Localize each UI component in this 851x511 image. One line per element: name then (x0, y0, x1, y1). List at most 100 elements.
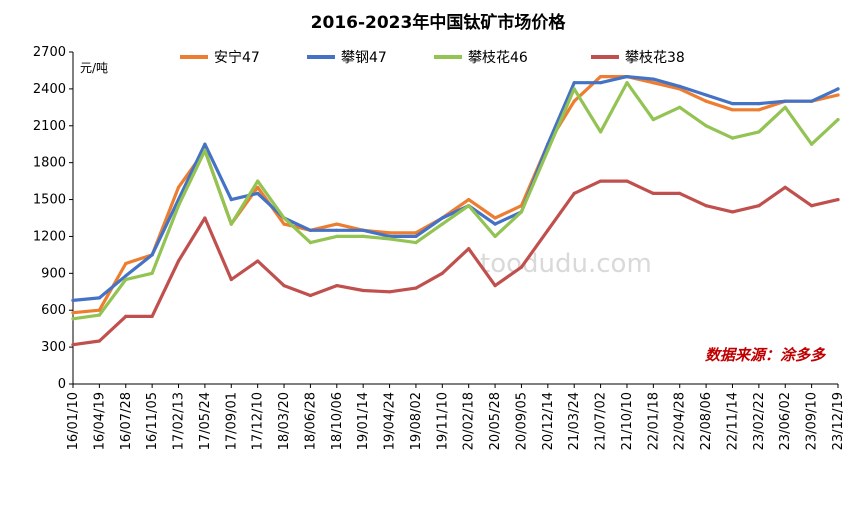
data-point (757, 204, 761, 208)
data-point (678, 191, 682, 195)
data-point (467, 204, 471, 208)
data-point (97, 313, 101, 317)
data-point (71, 343, 75, 347)
x-tick-label: 22/04/28 (673, 392, 688, 450)
data-point (97, 308, 101, 312)
data-point (414, 234, 418, 238)
x-tick-label: 22/11/14 (725, 392, 740, 450)
data-point (730, 210, 735, 214)
data-point (388, 237, 392, 241)
y-tick-label: 2700 (33, 45, 66, 60)
data-point (335, 284, 339, 288)
x-tick-label: 18/06/28 (303, 392, 318, 450)
y-tick-label: 1500 (33, 193, 66, 208)
series-lines (71, 74, 840, 347)
x-tick-label: 16/07/28 (119, 392, 134, 450)
data-point (572, 87, 576, 91)
legend-label: 安宁47 (214, 49, 260, 66)
data-point (651, 118, 655, 122)
x-tick-label: 17/02/13 (172, 392, 187, 450)
data-point (256, 179, 260, 183)
series-line-1 (71, 74, 840, 315)
y-tick-label: 600 (41, 303, 66, 318)
x-tick-label: 19/01/14 (356, 392, 371, 450)
data-point (414, 286, 418, 290)
data-point (335, 234, 339, 238)
data-point (440, 271, 444, 275)
data-point (599, 75, 603, 79)
data-point (810, 204, 814, 208)
data-point (308, 293, 312, 298)
data-point (229, 222, 233, 226)
data-point (836, 93, 840, 97)
x-tick-label: 20/12/14 (541, 392, 556, 450)
data-point (599, 81, 603, 85)
x-tick-label: 17/05/24 (198, 392, 213, 450)
data-point (836, 87, 840, 91)
legend-label: 攀枝花38 (625, 50, 685, 66)
data-point (229, 277, 233, 282)
data-point (783, 105, 787, 109)
data-point (414, 241, 418, 245)
chart-title: 2016-2023年中国钛矿市场价格 (311, 12, 567, 33)
data-point (757, 130, 761, 134)
series-3 (71, 81, 840, 321)
data-point (704, 99, 708, 103)
data-point (810, 142, 814, 146)
y-tick-label: 1800 (33, 156, 66, 171)
data-point (730, 108, 735, 112)
data-point (704, 204, 708, 208)
data-point (836, 118, 840, 122)
data-point (124, 277, 128, 282)
x-tick-label: 20/09/05 (514, 392, 529, 450)
x-tick-label: 17/09/01 (224, 392, 239, 450)
x-tick-label: 16/04/19 (92, 392, 107, 450)
legend-label: 攀钢47 (341, 50, 387, 66)
data-point (625, 75, 629, 79)
legend-item: 攀钢47 (307, 50, 387, 66)
data-point (124, 274, 128, 278)
x-tick-label: 20/05/28 (488, 392, 503, 450)
data-point (282, 284, 286, 288)
y-tick-label: 300 (41, 340, 66, 355)
data-point (361, 234, 365, 238)
data-point (572, 81, 576, 85)
data-point (203, 216, 207, 220)
data-point (572, 191, 576, 195)
legend-item: 安宁47 (180, 49, 260, 66)
data-point (256, 191, 260, 195)
data-point (150, 314, 154, 318)
y-tick-label: 2100 (33, 119, 66, 134)
data-point (467, 247, 471, 251)
axes: 0 300 600 900 1200 1500 1800 2100 2400 2700 16/01/… (33, 45, 846, 450)
data-point (176, 185, 181, 189)
x-tick-label: 18/10/06 (330, 392, 345, 450)
data-point (678, 105, 682, 109)
data-point (836, 198, 840, 202)
y-axis-unit: 元/吨 (80, 61, 108, 75)
data-source-annotation: 数据来源：涂多多 (705, 346, 826, 364)
data-point (493, 284, 497, 288)
data-point (572, 99, 576, 103)
x-tick-label: 23/09/10 (805, 392, 820, 450)
data-point (625, 179, 629, 183)
x-tick-label: 23/06/02 (778, 392, 793, 450)
series-1 (71, 74, 840, 315)
data-point (388, 234, 392, 238)
data-point (176, 204, 181, 208)
data-point (361, 228, 365, 232)
y-tick-label: 0 (58, 377, 66, 392)
data-point (757, 108, 761, 112)
x-tick-label: 18/03/20 (277, 392, 292, 450)
data-point (546, 148, 550, 152)
data-point (388, 231, 392, 235)
series-line-2 (71, 74, 840, 302)
data-point (256, 259, 260, 263)
legend-item: 攀枝花46 (434, 50, 528, 66)
data-point (440, 222, 444, 226)
data-point (783, 185, 787, 189)
data-point (546, 228, 550, 232)
x-tick-label: 16/11/05 (145, 392, 160, 450)
x-tick-label: 23/02/22 (752, 392, 767, 450)
